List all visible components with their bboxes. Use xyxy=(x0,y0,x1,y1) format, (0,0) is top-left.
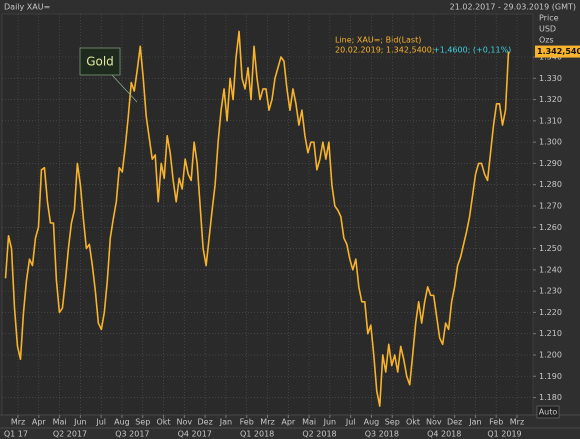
y-tick-label: 1.290 xyxy=(539,159,562,168)
date-range: 21.02.2017 - 29.03.2019 (GMT) xyxy=(450,3,576,12)
x-tick-label: Apr xyxy=(32,418,47,427)
x-tick-label: Mrz xyxy=(11,418,25,427)
x-tick-label: Mrz xyxy=(260,418,274,427)
quarter-label: Q2 2018 xyxy=(302,430,336,439)
quarter-label: Q1 17 xyxy=(4,430,28,439)
y-tick-label: 1.220 xyxy=(539,308,562,317)
x-tick-label: Jun xyxy=(73,418,87,427)
annotation-leader xyxy=(111,74,138,103)
x-tick-label: Nov xyxy=(426,418,442,427)
quarter-label: Q4 2017 xyxy=(178,430,212,439)
x-tick-label: Jul xyxy=(345,418,356,427)
x-tick-label: Jul xyxy=(95,418,106,427)
x-tick-label: Dez xyxy=(447,418,462,427)
quarter-label: Q4 2018 xyxy=(427,430,461,439)
x-tick-label: Sep xyxy=(135,418,150,427)
x-tick-label: Jan xyxy=(219,418,232,427)
legend-values: 20.02.2019; 1.342,5400; xyxy=(335,46,435,55)
y-tick-label: 1.250 xyxy=(539,244,562,253)
y-tick-label: 1.260 xyxy=(539,223,562,232)
axis-label: USD xyxy=(539,25,556,34)
auto-label[interactable]: Auto xyxy=(539,408,558,417)
axis-label: Price xyxy=(539,14,559,23)
x-tick-label: Mai xyxy=(302,418,316,427)
last-value-label: 1.342,5400 xyxy=(537,47,580,56)
quarter-label: Q3 2017 xyxy=(115,430,149,439)
auto-button[interactable] xyxy=(536,405,560,419)
axis-label: Ozs xyxy=(539,36,554,45)
chart-title: Daily XAU= xyxy=(4,3,50,12)
y-tick-label: 1.210 xyxy=(539,329,562,338)
y-tick-label: 1.180 xyxy=(539,393,562,402)
legend-title: Line; XAU=; Bid(Last) xyxy=(335,36,421,45)
x-tick-label: Apr xyxy=(281,418,296,427)
y-tick-label: 1.190 xyxy=(539,372,562,381)
price-line xyxy=(4,30,510,407)
y-tick-label: 1.320 xyxy=(539,95,562,104)
x-tick-label: Sep xyxy=(385,418,400,427)
x-tick-label: Aug xyxy=(114,418,130,427)
x-tick-label: Mrz xyxy=(510,418,524,427)
y-tick-label: 1.230 xyxy=(539,287,562,296)
y-tick-label: 1.270 xyxy=(539,201,562,210)
y-tick-label: 1.240 xyxy=(539,265,562,274)
y-tick-label: 1.330 xyxy=(539,74,562,83)
y-tick-label: 1.310 xyxy=(539,116,562,125)
y-tick-label: 1.200 xyxy=(539,350,562,359)
quarter-label: Q1 2019 xyxy=(487,430,521,439)
quarter-label: Q2 2017 xyxy=(53,430,87,439)
x-tick-label: Aug xyxy=(364,418,380,427)
annotation-box xyxy=(79,47,121,76)
quarter-label: Q1 2018 xyxy=(240,430,274,439)
x-tick-label: Feb xyxy=(489,418,503,427)
x-tick-label: Feb xyxy=(240,418,254,427)
legend-change: +1,4600; (+0,11%) xyxy=(433,46,511,55)
y-tick-label: 1.300 xyxy=(539,138,562,147)
x-tick-label: Jan xyxy=(468,418,481,427)
x-tick-label: Okt xyxy=(157,418,171,427)
last-value-box xyxy=(535,45,580,58)
x-tick-label: Dez xyxy=(197,418,212,427)
quarter-label: Q3 2018 xyxy=(365,430,399,439)
x-tick-label: Mai xyxy=(53,418,67,427)
x-tick-label: Okt xyxy=(406,418,420,427)
x-tick-label: Jun xyxy=(323,418,337,427)
y-tick-label: 1.280 xyxy=(539,180,562,189)
x-tick-label: Nov xyxy=(177,418,193,427)
annotation: Gold xyxy=(86,55,114,69)
